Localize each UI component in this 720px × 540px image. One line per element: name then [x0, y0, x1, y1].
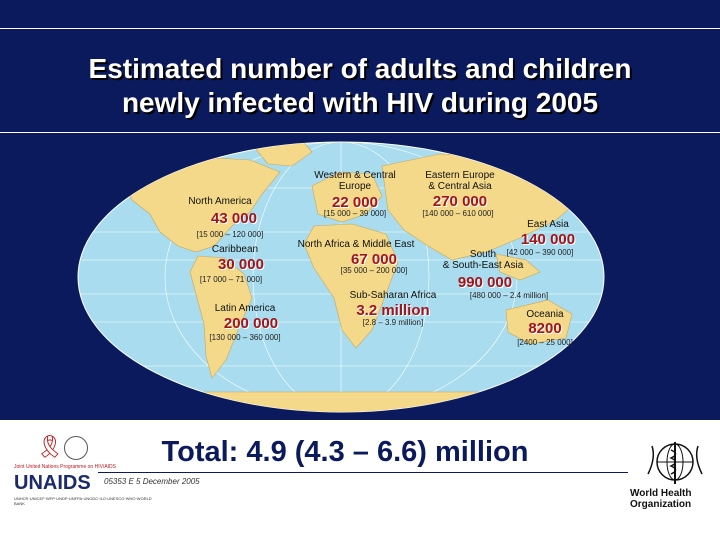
africa-land [303, 223, 399, 349]
north-america-land [119, 155, 281, 253]
south-america-land [189, 255, 253, 379]
western-central-europe-value: 22 000 [332, 194, 378, 211]
latin-america-range: [130 000 – 360 000] [209, 333, 281, 342]
oceania-value: 8200 [528, 320, 562, 337]
eastern-europe-central-asia-range: [140 000 – 610 000] [422, 209, 494, 218]
north-america-range: [15 000 – 120 000] [196, 230, 264, 239]
slide-title-line2: newly infected with HIV during 2005 [121, 87, 599, 118]
sub-saharan-africa-value: 3.2 million [356, 302, 430, 319]
north-africa-middle-east-value: 67 000 [351, 251, 397, 268]
australia-land [505, 299, 573, 345]
western-central-europe-label: Western & Central Europe [314, 170, 396, 192]
document-code: 05353 E 5 December 2005 [104, 477, 200, 486]
eastern-europe-central-asia-label: Eastern Europe & Central Asia [425, 170, 495, 192]
sub-saharan-africa-range: [2.8 – 3.9 million] [362, 318, 424, 327]
antarctica-land [119, 391, 561, 412]
unaids-cosponsors: UNHCR·UNICEF·WFP·UNDP·UNFPA·UNODC·ILO·UN… [14, 496, 152, 506]
east-asia-value: 140 000 [520, 231, 576, 248]
east-asia-range: [42 000 – 390 000] [506, 248, 574, 257]
sub-saharan-africa-label: Sub-Saharan Africa [349, 290, 437, 301]
world-map-panel [0, 134, 720, 420]
south-south-east-asia-value: 990 000 [457, 274, 513, 291]
oceania-range: [2400 – 25 000] [517, 338, 573, 347]
unaids-logo: 🎗 Joint United Nations Programme on HIV/… [14, 434, 152, 508]
latin-america-label: Latin America [214, 303, 276, 314]
caribbean-value: 30 000 [218, 256, 264, 273]
un-emblem-icon [64, 436, 88, 460]
who-emblem-icon [647, 442, 703, 484]
south-south-east-asia-label: South & South-East Asia [442, 249, 524, 271]
slide-title: Estimated number of adults and children … [0, 52, 720, 120]
banner-rule-bottom [0, 132, 720, 133]
western-central-europe-range: [15 000 – 39 000] [323, 209, 387, 218]
south-east-asia-islands [495, 253, 541, 281]
red-ribbon-icon: 🎗 [36, 434, 64, 459]
total-estimate: Total: 4.9 (4.3 – 6.6) million [161, 436, 529, 468]
footer-rule [98, 472, 628, 473]
banner-rule-top [0, 28, 720, 29]
oceania-label: Oceania [526, 309, 564, 320]
caribbean-label: Caribbean [211, 244, 259, 255]
south-south-east-asia-range: [480 000 – 2.4 million] [469, 291, 549, 300]
north-africa-middle-east-label: North Africa & Middle East [297, 239, 415, 250]
caribbean-range: [17 000 – 71 000] [199, 275, 263, 284]
europe-land [311, 171, 383, 223]
north-america-value: 43 000 [211, 210, 257, 227]
latin-america-value: 200 000 [223, 315, 279, 332]
north-africa-middle-east-range: [35 000 – 200 000] [340, 266, 408, 275]
east-asia-label: East Asia [527, 219, 569, 230]
eastern-europe-central-asia-value: 270 000 [432, 193, 488, 210]
who-name: World Health Organization [630, 488, 692, 510]
slide-title-line1: Estimated number of adults and children [88, 53, 632, 84]
title-banner: Estimated number of adults and children … [0, 0, 720, 134]
north-america-label: North America [188, 196, 252, 207]
world-map [77, 141, 605, 413]
unaids-tagline: Joint United Nations Programme on HIV/AI… [14, 464, 116, 470]
unaids-wordmark: UNAIDS [14, 472, 91, 494]
